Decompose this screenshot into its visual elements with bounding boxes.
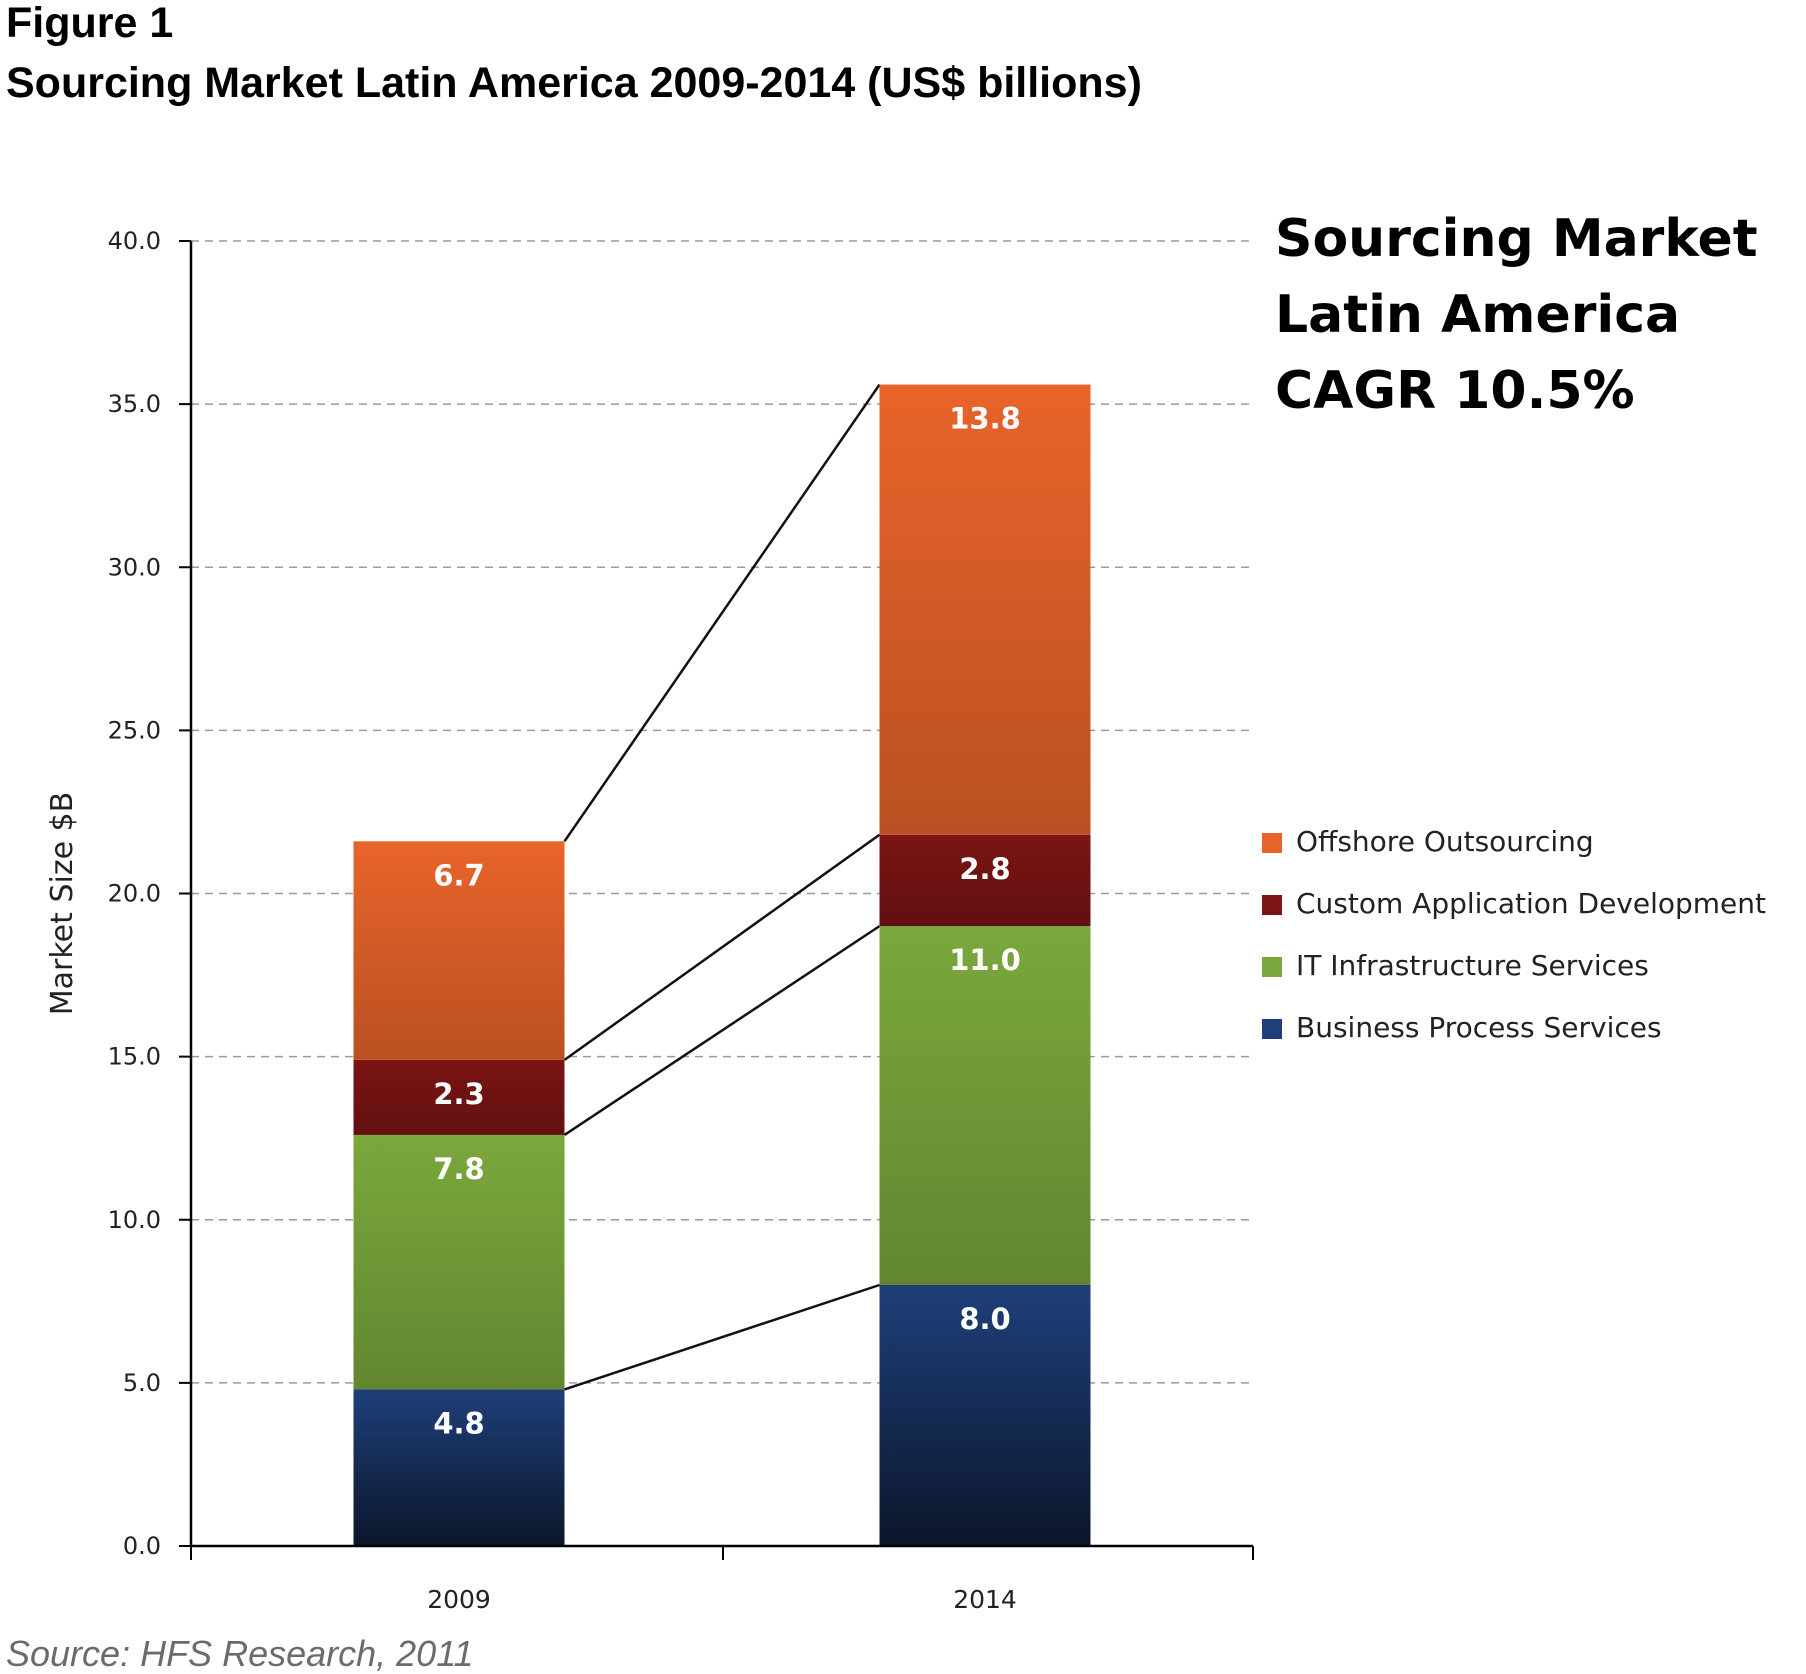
x-tick-label: 2014 bbox=[953, 1585, 1017, 1614]
legend-swatch bbox=[1262, 895, 1282, 915]
bar-segment bbox=[879, 384, 1091, 835]
y-tick-label: 0.0 bbox=[123, 1532, 161, 1560]
legend-swatch bbox=[1262, 1019, 1282, 1039]
connector-line bbox=[563, 925, 881, 1136]
data-label: 8.0 bbox=[959, 1302, 1010, 1336]
legend-label: IT Infrastructure Services bbox=[1296, 949, 1649, 982]
bar-segment bbox=[879, 1285, 1091, 1546]
y-tick-label: 20.0 bbox=[108, 880, 161, 908]
y-tick-label: 30.0 bbox=[108, 553, 161, 581]
bar-segment bbox=[353, 1389, 565, 1546]
y-tick-label: 25.0 bbox=[108, 716, 161, 744]
y-tick-label: 5.0 bbox=[123, 1369, 161, 1397]
y-tick-label: 10.0 bbox=[108, 1206, 161, 1234]
legend-label: Custom Application Development bbox=[1296, 887, 1766, 920]
y-tick-label: 40.0 bbox=[108, 227, 161, 255]
data-label: 6.7 bbox=[433, 858, 484, 892]
bar-segment bbox=[353, 1059, 565, 1135]
x-tick-label: 2009 bbox=[427, 1585, 491, 1614]
connector-line bbox=[563, 383, 881, 843]
connector-line bbox=[564, 1283, 880, 1391]
cagr-annotation: Sourcing Market bbox=[1275, 209, 1758, 269]
cagr-annotation: Latin America bbox=[1275, 285, 1680, 345]
data-label: 13.8 bbox=[949, 402, 1021, 436]
bar-segment bbox=[353, 841, 565, 1060]
source-note: Source: HFS Research, 2011 bbox=[6, 1633, 474, 1674]
cagr-annotation: CAGR 10.5% bbox=[1275, 361, 1635, 421]
data-label: 7.8 bbox=[433, 1152, 484, 1186]
data-label: 11.0 bbox=[949, 943, 1021, 977]
y-axis-label: Market Size $B bbox=[45, 792, 80, 1015]
data-label: 2.3 bbox=[433, 1077, 484, 1111]
legend-swatch bbox=[1262, 833, 1282, 853]
data-label: 4.8 bbox=[433, 1406, 484, 1440]
legend-label: Business Process Services bbox=[1296, 1011, 1662, 1044]
data-label: 2.8 bbox=[959, 852, 1010, 886]
bar-segment bbox=[353, 1134, 565, 1390]
legend-label: Offshore Outsourcing bbox=[1296, 825, 1594, 858]
y-tick-label: 35.0 bbox=[108, 390, 161, 418]
legend-swatch bbox=[1262, 957, 1282, 977]
connector-line bbox=[563, 833, 881, 1061]
y-tick-label: 15.0 bbox=[108, 1043, 161, 1071]
figure-label: Figure 1 bbox=[6, 0, 174, 47]
bar-segment bbox=[879, 926, 1091, 1285]
bar-segment bbox=[879, 834, 1091, 927]
figure-title: Sourcing Market Latin America 2009-2014 … bbox=[6, 59, 1142, 107]
